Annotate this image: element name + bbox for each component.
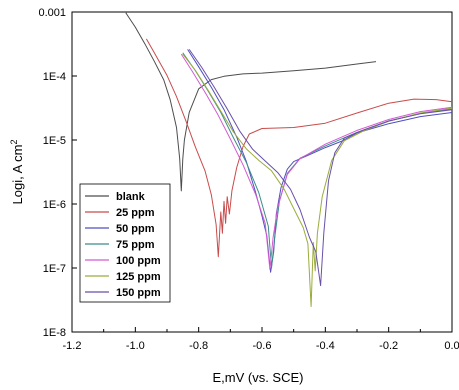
legend: blank 25 ppm 50 ppm 75 ppm 100 ppm 125 ppm 150…	[79, 183, 171, 303]
legend-label: 150 ppm	[116, 287, 161, 299]
legend-label: 125 ppm	[116, 271, 161, 283]
y-tick-label: 0.001	[38, 7, 66, 19]
series-line-150-ppm	[188, 49, 453, 287]
x-axis: -1.2 -1.0 -0.8 -0.6 -0.4 -0.2 0.0	[63, 327, 459, 352]
y-tick-label: 1E-5	[43, 135, 66, 147]
legend-label: 25 ppm	[116, 207, 155, 219]
legend-label: 100 ppm	[116, 255, 161, 267]
x-tick-label: -1.2	[63, 340, 82, 352]
legend-label: blank	[116, 191, 146, 203]
y-axis-title-superscript: 2	[9, 140, 19, 145]
series-line-blank	[125, 12, 377, 192]
series-line-50-ppm	[187, 49, 453, 273]
y-axis: 1E-8 1E-7 1E-6 1E-5 1E-4 0.001	[38, 7, 77, 339]
x-tick-label: 0.0	[444, 340, 459, 352]
x-tick-label: -0.6	[253, 340, 272, 352]
legend-label: 75 ppm	[116, 239, 155, 251]
y-axis-title: Logi, A cm2	[9, 140, 25, 205]
y-tick-label: 1E-7	[43, 263, 66, 275]
series-layer	[125, 12, 453, 307]
x-tick-label: -1.0	[126, 340, 145, 352]
y-tick-label: 1E-4	[43, 71, 66, 83]
y-tick-label: 1E-6	[43, 199, 66, 211]
legend-label: 50 ppm	[116, 223, 155, 235]
x-tick-label: -0.4	[316, 340, 335, 352]
y-tick-label: 1E-8	[43, 327, 66, 339]
series-line-100-ppm	[180, 53, 453, 270]
series-line-125-ppm	[182, 53, 453, 307]
x-axis-title: E,mV (vs. SCE)	[212, 370, 303, 385]
x-tick-label: -0.8	[189, 340, 208, 352]
series-line-25-ppm	[145, 38, 453, 258]
x-tick-label: -0.2	[379, 340, 398, 352]
legend-box	[79, 183, 171, 303]
